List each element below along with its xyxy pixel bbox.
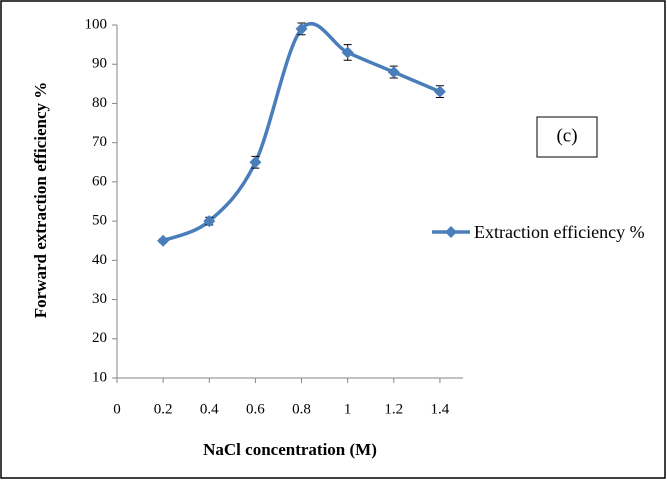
marker [341,46,354,59]
x-tick-label: 0.8 [292,401,311,417]
y-tick-label: 20 [92,330,107,346]
x-tick-label: 1.2 [384,401,403,417]
x-tick-label: 0.4 [200,401,219,417]
y-tick-label: 10 [92,369,107,385]
y-axis-title: Forward extraction efficiency % [31,82,50,319]
marker [295,22,308,35]
y-tick-label: 70 [92,134,107,150]
x-tick-label: 0.2 [154,401,173,417]
marker [157,234,170,247]
x-tick-label: 1 [344,401,352,417]
marker [249,156,262,169]
x-tick-label: 0.6 [246,401,265,417]
y-tick-label: 90 [92,56,107,72]
x-tick-label: 0 [113,401,121,417]
y-tick-label: 30 [92,291,107,307]
y-tick-label: 60 [92,173,107,189]
y-tick-label: 50 [92,213,107,229]
marker [387,66,400,79]
marker [433,85,446,98]
annotation: (c) [556,125,577,146]
marker [445,226,457,238]
marker [203,215,216,228]
x-axis-title: NaCl concentration (M) [203,440,377,459]
legend-label: Extraction efficiency % [474,222,645,242]
y-tick-label: 80 [92,95,107,111]
x-tick-label: 1.4 [431,401,450,417]
y-tick-label: 100 [85,16,108,32]
y-tick-label: 40 [92,252,107,268]
series-line [162,21,441,243]
annotation-box [536,116,598,158]
